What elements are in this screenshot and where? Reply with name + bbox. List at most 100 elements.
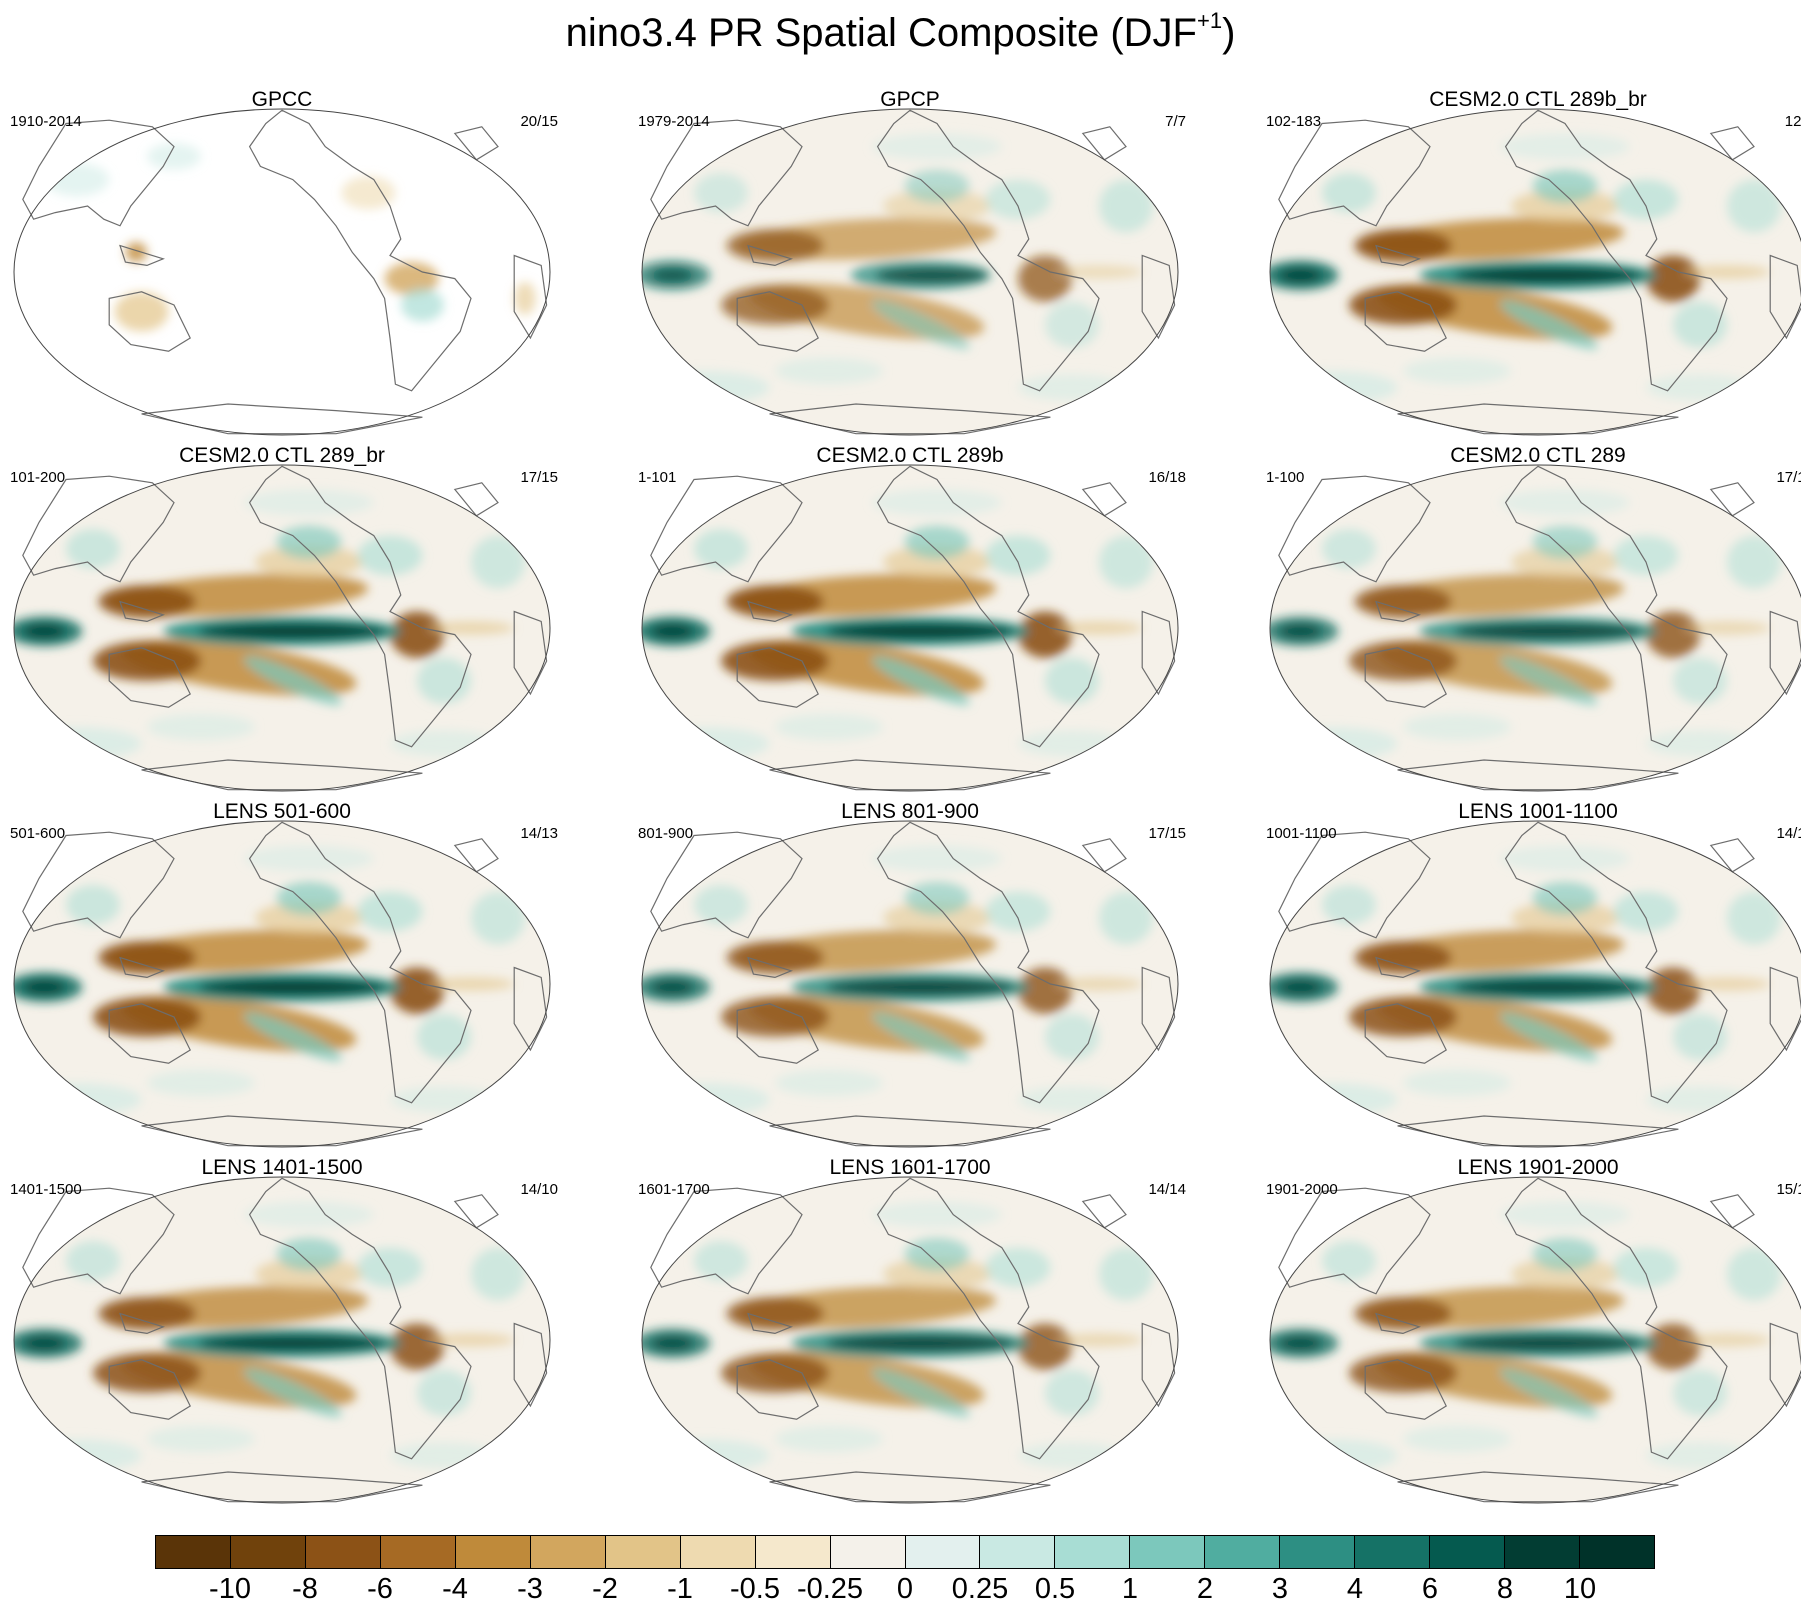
map-frame <box>13 108 551 436</box>
colorbar-swatch <box>1205 1536 1281 1568</box>
panel-event-count: 14/14 <box>1148 1181 1186 1198</box>
colorbar-tick-label: 4 <box>1346 1573 1364 1605</box>
panel-title: CESM2.0 CTL 289b_br <box>1429 88 1647 111</box>
panel-title: LENS 1001-1100 <box>1458 800 1618 823</box>
world-map <box>13 108 551 436</box>
map-field <box>642 821 1178 1147</box>
map-frame <box>13 820 551 1148</box>
map-panel: CESM2.0 CTL 289 1-100 17/17 <box>1258 444 1801 799</box>
panel-years: 102-183 <box>1266 113 1322 130</box>
panel-years: 1401-1500 <box>10 1181 82 1198</box>
colorbar-swatch <box>1280 1536 1356 1568</box>
colorbar-swatch <box>980 1536 1056 1568</box>
world-map <box>13 820 551 1148</box>
colorbar-tick-label: -8 <box>292 1573 318 1605</box>
map-frame <box>641 820 1179 1148</box>
colorbar-tick-label: 2 <box>1196 1573 1214 1605</box>
panel-years: 1601-1700 <box>638 1181 710 1198</box>
map-field <box>1270 821 1801 1147</box>
coastlines <box>22 1177 548 1503</box>
coastlines <box>22 465 548 791</box>
colorbar-tick-label: -3 <box>517 1573 543 1605</box>
map-frame <box>641 1176 1179 1504</box>
panel-years: 1001-1100 <box>1266 825 1337 842</box>
panel-title: GPCP <box>880 88 940 111</box>
panel-event-count: 14/10 <box>520 1181 558 1198</box>
panel-event-count: 16/18 <box>1148 469 1186 486</box>
coastlines <box>1278 1177 1801 1503</box>
colorbar-tick-label: 3 <box>1271 1573 1289 1605</box>
panel-years: 1901-2000 <box>1266 1181 1338 1198</box>
panel-title: LENS 1901-2000 <box>1457 1156 1619 1179</box>
colorbar-swatch <box>1055 1536 1131 1568</box>
colorbar-swatch <box>1505 1536 1581 1568</box>
map-panel: LENS 501-600 501-600 14/13 <box>2 800 562 1155</box>
panel-event-count: 14/13 <box>520 825 558 842</box>
panel-event-count: 14/13 <box>1776 825 1801 842</box>
colorbar-tick-label: 10 <box>1563 1573 1597 1605</box>
colorbar-swatch <box>1580 1536 1655 1568</box>
world-map <box>641 820 1179 1148</box>
world-map <box>641 464 1179 792</box>
map-field <box>14 109 550 435</box>
map-field <box>14 465 550 791</box>
colorbar-swatch <box>455 1536 531 1568</box>
coastlines <box>650 821 1176 1147</box>
panel-event-count: 20/15 <box>520 113 558 130</box>
coastlines <box>650 1177 1176 1503</box>
panel-years: 1910-2014 <box>10 113 82 130</box>
panel-title: CESM2.0 CTL 289_br <box>179 444 385 467</box>
panel-years: 801-900 <box>638 825 694 842</box>
colorbar-swatch <box>905 1536 981 1568</box>
world-map <box>1269 464 1801 792</box>
panel-title: LENS 801-900 <box>841 800 979 823</box>
panel-title: CESM2.0 CTL 289b <box>816 444 1004 467</box>
map-frame <box>1269 464 1801 792</box>
colorbar-swatches <box>155 1535 1655 1569</box>
colorbar-tick-label: 0.25 <box>951 1573 1009 1605</box>
world-map <box>1269 820 1801 1148</box>
panel-event-count: 17/15 <box>1148 825 1186 842</box>
colorbar-tick-label: 8 <box>1496 1573 1514 1605</box>
colorbar-tick-label: -0.5 <box>730 1573 780 1605</box>
coastlines <box>1278 465 1801 791</box>
map-frame <box>1269 108 1801 436</box>
panel-event-count: 12/7 <box>1784 113 1801 130</box>
colorbar-tick-label: 0 <box>896 1573 914 1605</box>
map-panel: CESM2.0 CTL 289b_br 102-183 12/7 <box>1258 88 1801 443</box>
colorbar-swatch <box>755 1536 831 1568</box>
panel-title: CESM2.0 CTL 289 <box>1450 444 1626 467</box>
panel-years: 101-200 <box>10 469 66 486</box>
coastlines <box>650 465 1176 791</box>
colorbar-swatch <box>1430 1536 1506 1568</box>
colorbar-tick-label: 1 <box>1121 1573 1139 1605</box>
colorbar-swatch <box>380 1536 456 1568</box>
coastlines <box>22 109 548 435</box>
map-frame <box>13 464 551 792</box>
colorbar-swatch <box>1355 1536 1431 1568</box>
colorbar-swatch <box>830 1536 906 1568</box>
map-field <box>14 1177 550 1503</box>
colorbar-swatch <box>680 1536 756 1568</box>
panel-years: 501-600 <box>10 825 66 842</box>
colorbar-swatch <box>605 1536 681 1568</box>
colorbar-tick-label: -10 <box>209 1573 251 1605</box>
panel-years: 1-100 <box>1266 469 1305 486</box>
map-panel: CESM2.0 CTL 289_br 101-200 17/15 <box>2 444 562 799</box>
colorbar-swatch <box>230 1536 306 1568</box>
panel-years: 1979-2014 <box>638 113 710 130</box>
map-frame <box>1269 820 1801 1148</box>
map-panel: LENS 801-900 801-900 17/15 <box>630 800 1190 1155</box>
world-map <box>13 1176 551 1504</box>
coastlines <box>1278 109 1801 435</box>
world-map <box>1269 1176 1801 1504</box>
map-frame <box>1269 1176 1801 1504</box>
panel-event-count: 7/7 <box>1165 113 1186 130</box>
colorbar-tick-label: -4 <box>442 1573 468 1605</box>
world-map <box>13 464 551 792</box>
panel-years: 1-101 <box>638 469 677 486</box>
colorbar-swatch <box>305 1536 381 1568</box>
colorbar-tick-label: -0.25 <box>796 1573 864 1605</box>
panel-event-count: 17/15 <box>520 469 558 486</box>
colorbar-tick-label: -6 <box>367 1573 393 1605</box>
